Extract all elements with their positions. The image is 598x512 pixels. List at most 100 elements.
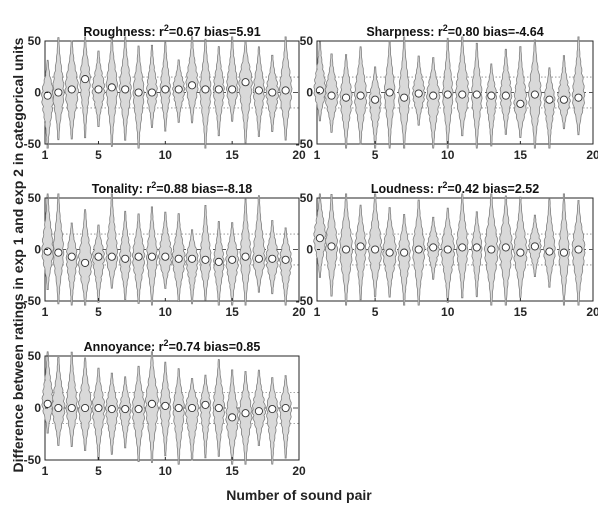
median-marker	[81, 258, 90, 267]
violin-shape	[543, 198, 556, 288]
violin-shape	[238, 371, 253, 465]
median-marker	[134, 252, 143, 261]
median-marker	[81, 403, 90, 413]
median-marker	[107, 404, 116, 414]
median-marker	[54, 403, 63, 413]
y-tick-label: -50	[24, 294, 42, 308]
y-tick-label: -50	[296, 137, 314, 151]
x-tick-label: 15	[225, 464, 239, 478]
median-marker	[268, 88, 277, 97]
median-marker	[214, 403, 223, 413]
x-tick-label: 15	[225, 305, 239, 319]
y-tick-label: 50	[28, 191, 42, 205]
median-marker	[147, 252, 156, 261]
x-axis-label: Number of sound pair	[226, 487, 372, 503]
y-tick-label: 0	[34, 401, 41, 415]
r2-value: =0.74	[169, 340, 201, 354]
median-marker	[268, 254, 277, 263]
violin-shape	[513, 196, 528, 298]
median-marker	[281, 403, 290, 413]
median-marker	[121, 404, 130, 414]
violin-shape	[65, 222, 78, 306]
violin-shape	[279, 227, 293, 306]
median-marker	[443, 90, 452, 99]
title-prefix: Roughness:	[83, 25, 159, 39]
median-marker	[559, 95, 568, 104]
x-tick-label: 20	[292, 464, 306, 478]
median-marker	[134, 88, 143, 97]
violin-shape	[184, 378, 200, 461]
y-tick-label: 50	[28, 34, 42, 48]
median-marker	[443, 245, 452, 254]
median-marker	[241, 252, 250, 261]
median-marker	[356, 91, 365, 100]
violin-shape	[225, 222, 240, 306]
x-tick-label: 10	[159, 464, 173, 478]
median-marker	[174, 403, 183, 413]
violin-shape	[367, 193, 383, 298]
violin-shape	[225, 36, 239, 122]
median-marker	[214, 257, 223, 266]
median-marker	[414, 89, 423, 98]
median-marker	[574, 245, 583, 254]
x-tick-label: 15	[514, 148, 528, 162]
x-tick-label: 5	[95, 305, 102, 319]
median-marker	[241, 78, 250, 87]
median-marker	[174, 254, 183, 263]
median-marker	[501, 243, 510, 252]
median-marker	[228, 413, 237, 422]
median-marker	[201, 400, 210, 409]
violin-shape	[51, 357, 66, 446]
r2-value: =0.42	[447, 182, 479, 196]
y-tick-label: 0	[306, 86, 313, 100]
panel-title: Sharpness: r2=0.80 bias=-4.64	[366, 23, 543, 39]
median-marker	[429, 243, 438, 252]
median-marker	[161, 401, 170, 410]
violin-shape	[105, 193, 119, 289]
panel-title: Tonality: r2=0.88 bias=-8.18	[92, 180, 252, 196]
median-marker	[545, 247, 554, 256]
median-marker	[429, 91, 438, 100]
r2-label: r	[159, 25, 164, 39]
violin-shape	[279, 375, 293, 459]
x-tick-label: 10	[441, 305, 455, 319]
median-marker	[201, 255, 210, 264]
y-tick-label: 0	[34, 86, 41, 100]
title-prefix: Annoyance:	[84, 340, 159, 354]
x-tick-label: 10	[159, 148, 173, 162]
median-marker	[371, 245, 380, 254]
x-tick-label: 5	[372, 148, 379, 162]
r2-label: r	[146, 182, 151, 196]
median-marker	[107, 83, 116, 92]
r2-superscript: 2	[442, 180, 447, 190]
median-marker	[161, 252, 170, 261]
median-marker	[107, 252, 116, 261]
x-tick-label: 20	[292, 305, 306, 319]
median-marker	[516, 99, 525, 108]
median-marker	[254, 86, 263, 95]
median-marker	[188, 254, 197, 263]
y-tick-label: 0	[306, 243, 313, 257]
violin-shape	[440, 207, 456, 303]
title-prefix: Tonality:	[92, 182, 147, 196]
median-marker	[281, 255, 290, 264]
r2-superscript: 2	[164, 23, 169, 33]
bias-value: bias=2.52	[479, 182, 539, 196]
median-marker	[54, 248, 63, 257]
y-tick-label: -50	[24, 453, 42, 467]
y-tick-label: 50	[28, 349, 42, 363]
violin-shape	[354, 204, 367, 301]
violin-shape	[513, 46, 528, 138]
violin-shape	[397, 214, 411, 306]
violin-shape	[91, 224, 105, 303]
x-tick-label: 20	[586, 305, 598, 319]
panel-title: Loudness: r2=0.42 bias=2.52	[371, 180, 539, 196]
x-tick-label: 1	[42, 148, 49, 162]
median-marker	[342, 93, 351, 102]
violin-shape	[368, 66, 382, 149]
median-marker	[67, 403, 76, 413]
y-tick-label: 50	[300, 34, 314, 48]
